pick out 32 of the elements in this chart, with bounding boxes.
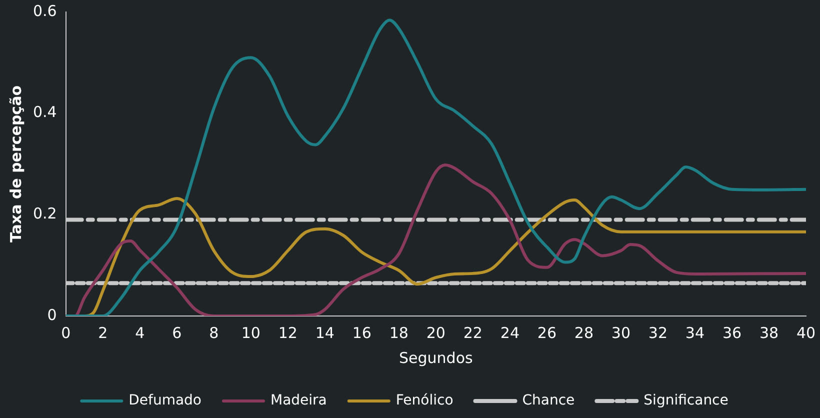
x-tick-label: 10 bbox=[241, 324, 260, 342]
x-tick-label: 6 bbox=[172, 324, 182, 342]
x-tick-label: 26 bbox=[537, 324, 556, 342]
x-tick-label: 2 bbox=[98, 324, 108, 342]
y-tick-label: 0.6 bbox=[32, 2, 57, 20]
legend-label: Defumado bbox=[128, 392, 202, 409]
legend-label: Fenólico bbox=[396, 392, 454, 409]
x-tick-label: 4 bbox=[135, 324, 145, 342]
x-tick-label: 22 bbox=[463, 324, 482, 342]
x-tick-label: 12 bbox=[278, 324, 298, 342]
x-tick-label: 28 bbox=[574, 324, 594, 342]
x-tick-label: 20 bbox=[426, 324, 446, 342]
x-tick-label: 36 bbox=[722, 324, 742, 342]
x-axis-title: Segundos bbox=[399, 348, 474, 367]
x-tick-label: 18 bbox=[389, 324, 408, 342]
legend-label: Significance bbox=[644, 392, 728, 409]
legend-label: Madeira bbox=[270, 392, 327, 409]
x-tick-label: 30 bbox=[611, 324, 631, 342]
x-tick-label: 38 bbox=[759, 324, 779, 342]
x-tick-label: 32 bbox=[648, 324, 668, 342]
x-tick-label: 40 bbox=[796, 324, 816, 342]
x-tick-label: 0 bbox=[61, 324, 71, 342]
legend-label: Chance bbox=[522, 392, 575, 409]
x-tick-label: 14 bbox=[315, 324, 334, 342]
y-tick-label: 0 bbox=[47, 306, 57, 324]
x-tick-label: 34 bbox=[685, 324, 705, 342]
y-tick-label: 0.4 bbox=[32, 103, 57, 122]
x-tick-label: 16 bbox=[352, 324, 372, 342]
y-tick-label: 0.2 bbox=[32, 204, 57, 223]
x-tick-label: 24 bbox=[500, 324, 520, 342]
x-tick-label: 8 bbox=[209, 324, 219, 342]
y-axis-title: Taxa de percepção bbox=[6, 85, 25, 243]
